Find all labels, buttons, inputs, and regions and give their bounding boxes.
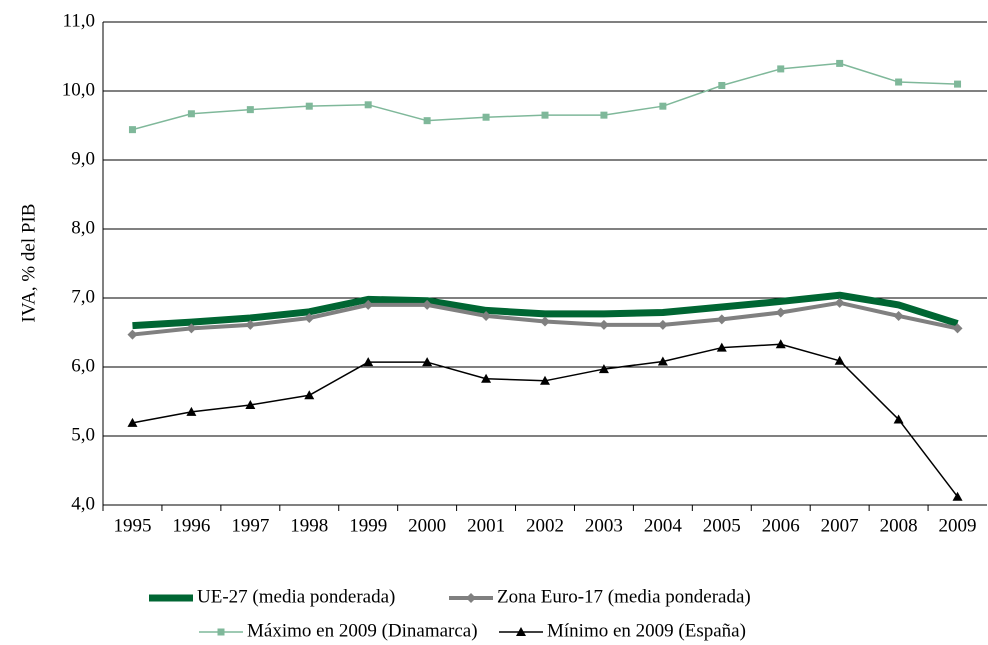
x-tick-label: 1998 xyxy=(290,515,328,536)
legend-label: UE-27 (media ponderada) xyxy=(197,586,395,607)
series-line xyxy=(132,291,959,330)
data-point xyxy=(540,316,550,327)
data-point xyxy=(834,355,845,365)
x-tick-label: 2005 xyxy=(703,515,741,536)
x-tick-label: 2001 xyxy=(467,515,505,536)
data-point xyxy=(716,314,727,325)
data-point xyxy=(540,375,550,385)
x-tick-label: 2003 xyxy=(585,515,623,536)
data-point xyxy=(954,80,962,88)
data-point xyxy=(482,113,490,121)
data-point xyxy=(423,117,431,125)
data-point xyxy=(127,417,138,427)
data-point xyxy=(422,299,433,310)
data-point xyxy=(127,329,138,340)
series-line xyxy=(132,62,958,131)
data-point xyxy=(245,399,256,409)
x-tick-label: 1995 xyxy=(113,515,151,536)
y-axis-label: IVA, % del PIB xyxy=(18,204,39,323)
x-tick-label: 1999 xyxy=(349,515,387,536)
data-point xyxy=(304,313,315,324)
x-tick-label: 2009 xyxy=(939,515,977,536)
data-point xyxy=(657,356,668,366)
y-tick-label: 6,0 xyxy=(71,355,95,376)
data-point xyxy=(895,78,903,86)
data-point xyxy=(186,323,197,334)
data-point xyxy=(186,406,197,416)
data-point xyxy=(893,414,904,424)
data-point xyxy=(775,339,786,349)
legend-marker xyxy=(516,627,526,636)
data-point xyxy=(598,364,609,374)
y-tick-label: 9,0 xyxy=(71,148,95,169)
x-tick-label: 2004 xyxy=(644,515,683,536)
data-point xyxy=(775,307,786,318)
data-point xyxy=(541,111,549,119)
data-point xyxy=(481,310,492,321)
data-point xyxy=(836,59,844,67)
data-point xyxy=(364,101,372,109)
y-tick-label: 5,0 xyxy=(71,424,95,445)
y-tick-label: 11,0 xyxy=(62,10,95,31)
data-point xyxy=(187,110,195,118)
data-point xyxy=(481,373,492,383)
data-point xyxy=(834,297,845,308)
legend-label: Mínimo en 2009 (España) xyxy=(547,620,746,641)
data-point xyxy=(305,102,313,110)
x-tick-label: 1996 xyxy=(172,515,210,536)
x-tick-label: 2006 xyxy=(762,515,800,536)
data-point xyxy=(363,299,374,310)
data-point xyxy=(659,102,667,110)
data-point xyxy=(128,126,136,134)
data-point xyxy=(716,342,727,352)
data-point xyxy=(952,491,963,501)
data-point xyxy=(600,111,608,119)
x-tick-label: 2007 xyxy=(821,515,859,536)
data-point xyxy=(893,310,904,321)
data-point xyxy=(657,319,668,330)
data-point xyxy=(777,65,785,73)
x-tick-label: 2008 xyxy=(880,515,918,536)
data-point xyxy=(718,81,726,89)
data-point xyxy=(246,106,254,114)
legend-marker xyxy=(217,628,225,636)
y-tick-label: 7,0 xyxy=(71,286,95,307)
y-tick-label: 8,0 xyxy=(71,217,95,238)
x-tick-label: 2002 xyxy=(526,515,564,536)
x-tick-label: 2000 xyxy=(408,515,446,536)
data-point xyxy=(422,357,433,367)
y-tick-label: 10,0 xyxy=(62,79,95,100)
data-point xyxy=(245,319,256,330)
data-point xyxy=(363,357,374,367)
legend-marker xyxy=(466,593,476,603)
data-point xyxy=(598,319,609,330)
x-tick-label: 1997 xyxy=(231,515,269,536)
legend-label: Máximo en 2009 (Dinamarca) xyxy=(247,620,478,641)
data-point xyxy=(952,323,963,334)
legend-label: Zona Euro-17 (media ponderada) xyxy=(497,586,751,607)
y-tick-label: 4,0 xyxy=(71,493,95,514)
data-point xyxy=(304,390,315,400)
